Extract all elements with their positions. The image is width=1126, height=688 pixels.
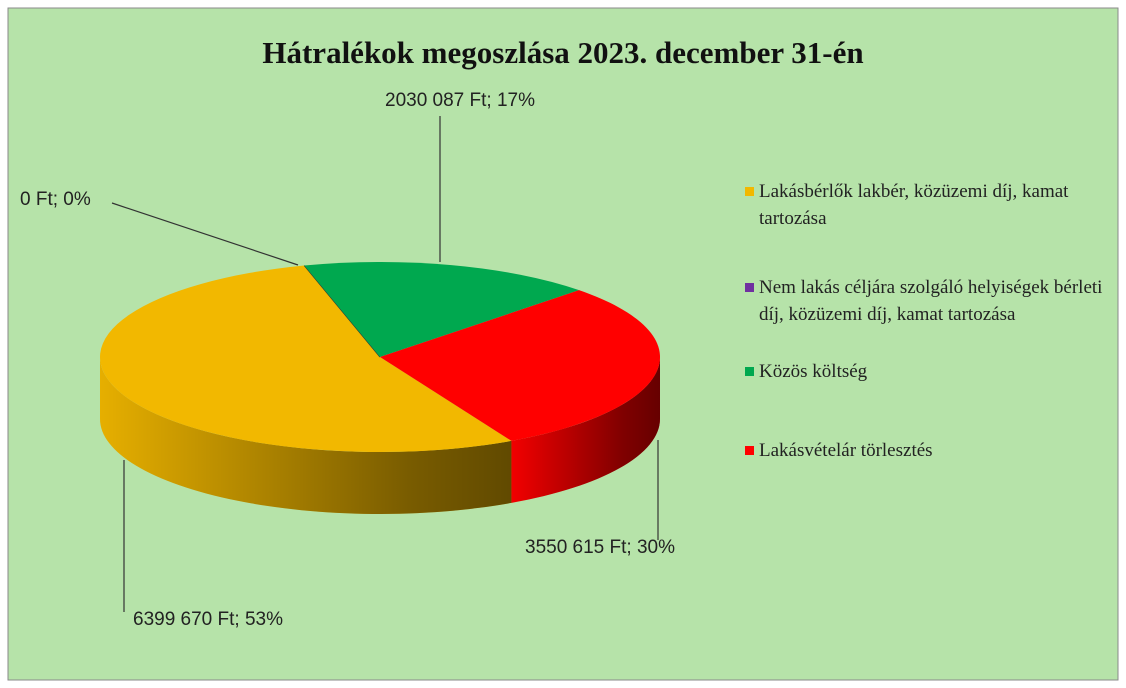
- data-label: 3550 615 Ft; 30%: [525, 537, 675, 558]
- data-label: 2030 087 Ft; 17%: [385, 90, 535, 111]
- chart-title: Hátralékok megoszlása 2023. december 31-…: [262, 35, 863, 70]
- legend-swatch: [745, 283, 754, 292]
- legend-label: Közös költség: [759, 361, 868, 382]
- legend-item: Közös költség: [745, 358, 1117, 385]
- legend-label: Lakásbérlők lakbér, közüzemi díj, kamat …: [759, 181, 1069, 229]
- pie-slice: [100, 265, 512, 452]
- pie-slice: [304, 262, 580, 357]
- pie-side-shade: [511, 357, 660, 503]
- legend: Lakásbérlők lakbér, közüzemi díj, kamat …: [745, 178, 1117, 464]
- legend-label: Lakásvételár törlesztés: [759, 440, 933, 461]
- pie-slice: [380, 290, 661, 441]
- legend-item: Nem lakás céljára szolgáló helyiségek bé…: [745, 274, 1117, 328]
- legend-label: Nem lakás céljára szolgáló helyiségek bé…: [759, 277, 1103, 325]
- leader-line: [111, 202, 299, 266]
- legend-item: Lakásbérlők lakbér, közüzemi díj, kamat …: [745, 178, 1117, 232]
- legend-swatch: [745, 187, 754, 196]
- pie-side-shade: [100, 357, 512, 514]
- legend-swatch: [745, 367, 754, 376]
- data-label: 6399 670 Ft; 53%: [133, 609, 283, 630]
- data-label: 0 Ft; 0%: [20, 189, 91, 210]
- legend-item: Lakásvételár törlesztés: [745, 437, 1117, 464]
- legend-swatch: [745, 446, 754, 455]
